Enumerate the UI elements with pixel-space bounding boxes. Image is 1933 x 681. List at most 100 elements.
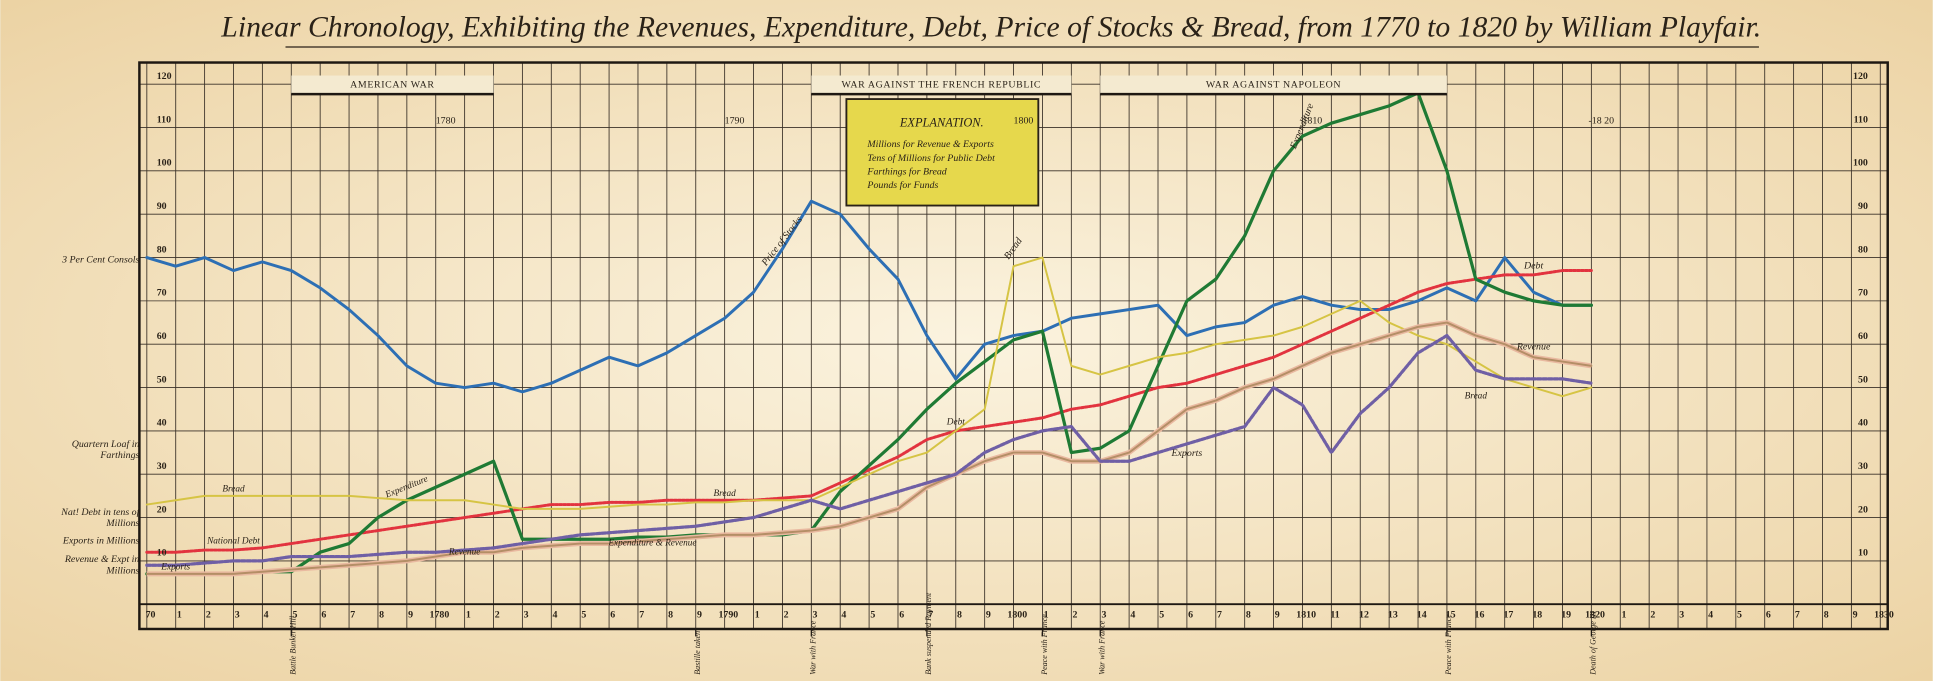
- x-tick-label: 1: [466, 610, 471, 621]
- x-tick-label: 1: [755, 610, 760, 621]
- x-tick-label: 8: [1246, 610, 1251, 621]
- x-tick-label: 3: [1101, 610, 1106, 621]
- x-tick-label: 5: [293, 610, 298, 621]
- event-label: Battle Bunker Hill: [289, 615, 298, 675]
- x-tick-label: 5: [581, 610, 586, 621]
- annotation: Exports: [160, 563, 190, 573]
- x-tick-label: 19: [1561, 610, 1571, 621]
- x-tick-label: 7: [1795, 610, 1800, 621]
- x-tick-label: 7: [639, 610, 644, 621]
- series-line: [145, 333, 1593, 567]
- left-label-text: Quartern Loaf in Farthings: [71, 439, 140, 461]
- y-tick-label: 20: [157, 504, 167, 515]
- x-tick-label: 2: [784, 610, 789, 621]
- y-tick-label: 90: [157, 201, 167, 212]
- x-tick-label: 3: [235, 610, 240, 621]
- x-tick-label: 2: [206, 610, 211, 621]
- left-label-text: Revenue & Expt in Millions: [64, 554, 140, 576]
- y-tick-label: 120: [157, 71, 172, 82]
- x-tick-label: 2: [1073, 610, 1078, 621]
- event-label: Peace with France: [1040, 614, 1049, 676]
- x-tick-label: 8: [379, 610, 384, 621]
- x-tick-label: 8: [668, 610, 673, 621]
- x-tick-label: 1780: [430, 610, 450, 621]
- event-label: War with France: [1098, 620, 1107, 675]
- y-tick-label-right: 90: [1858, 201, 1868, 212]
- x-tick-label: 9: [697, 610, 702, 621]
- x-tick-label: 2: [495, 610, 500, 621]
- y-tick-label-right: 70: [1858, 288, 1868, 299]
- x-tick-label: 5: [1737, 610, 1742, 621]
- x-tick-label: 4: [1130, 610, 1135, 621]
- x-tick-label: 3: [1679, 610, 1684, 621]
- marks: [145, 91, 1593, 577]
- x-tick-label: 7: [928, 610, 933, 621]
- frame: [138, 61, 1889, 631]
- x-tick-label: 1: [1621, 610, 1626, 621]
- x-tick-label: 13: [1388, 610, 1398, 621]
- series-line: [145, 269, 1593, 554]
- event-label: Bastille taken: [693, 631, 702, 675]
- top-year-label: 1800: [1014, 116, 1034, 127]
- series-line: [145, 321, 1593, 575]
- left-label: Revenue & Expt in Millions: [64, 554, 140, 576]
- left-label: Quartern Loaf in Farthings: [71, 439, 140, 461]
- x-tick-label: 8: [957, 610, 962, 621]
- x-tick-label: 14: [1417, 610, 1427, 621]
- x-tick-label: 1830: [1874, 610, 1894, 621]
- x-tick-label: 15: [1446, 610, 1456, 621]
- y-tick-label: 70: [157, 288, 167, 299]
- left-label-text: Nat! Debt in tens of Millions: [61, 507, 140, 529]
- top-year-label: 1790: [725, 116, 745, 127]
- series-line: [145, 91, 1593, 576]
- war-band: [1100, 75, 1447, 95]
- x-tick-label: 1810: [1296, 610, 1316, 621]
- series-line: [145, 256, 1593, 510]
- x-tick-label: 17: [1503, 610, 1513, 621]
- x-tick-label: 6: [1188, 610, 1193, 621]
- war-label: WAR AGAINST THE FRENCH REPUBLIC: [842, 80, 1042, 91]
- y-tick-label: 50: [157, 374, 167, 385]
- event-label: Peace with France: [1444, 614, 1453, 676]
- x-tick-label: 6: [1766, 610, 1771, 621]
- x-tick-label: 6: [610, 610, 615, 621]
- explanation-background: [845, 98, 1040, 207]
- explanation-line: Farthings for Bread: [866, 166, 946, 177]
- left-label: Exports in Millions: [62, 536, 140, 547]
- y-tick-label: 60: [157, 331, 167, 342]
- war-label: WAR AGAINST NAPOLEON: [1206, 80, 1341, 91]
- x-tick-label: 7: [1217, 610, 1222, 621]
- y-tick-label-right: 50: [1858, 374, 1868, 385]
- x-tick-label: 9: [986, 610, 991, 621]
- x-tick-label: 9: [408, 610, 413, 621]
- y-tick-label: 30: [157, 461, 167, 472]
- x-tick-label: 18: [1532, 610, 1542, 621]
- top-year-label: 1780: [436, 116, 456, 127]
- annotation: Bread: [222, 485, 245, 495]
- explanation-line: Pounds for Funds: [866, 180, 938, 191]
- y-tick-label: 100: [157, 158, 172, 169]
- y-tick-label-right: 100: [1853, 158, 1868, 169]
- x-tick-label: 1: [177, 610, 182, 621]
- x-tick-label: 3: [524, 610, 529, 621]
- y-tick-label-right: 120: [1853, 71, 1868, 82]
- war-label: AMERICAN WAR: [350, 80, 434, 91]
- left-label: Nat! Debt in tens of Millions: [61, 507, 140, 529]
- x-tick-label: 6: [321, 610, 326, 621]
- annotation: Bread: [1465, 391, 1488, 401]
- annotation: Bread: [713, 489, 736, 499]
- y-tick-label-right: 30: [1858, 461, 1868, 472]
- x-tick-label: 5: [1159, 610, 1164, 621]
- x-tick-label: 7: [350, 610, 355, 621]
- y-tick-label: 80: [157, 244, 167, 255]
- y-tick-label-right: 10: [1858, 548, 1868, 559]
- top-year-label: 1810: [1302, 116, 1322, 127]
- left-label-text: 3 Per Cent Consols: [62, 255, 140, 265]
- x-tick-label: 4: [553, 610, 558, 621]
- left-label-text: Exports in Millions: [62, 536, 140, 547]
- x-tick-label: 1800: [1007, 610, 1027, 621]
- annotation: Expenditure & Revenue: [607, 539, 696, 549]
- x-tick-label: 5: [870, 610, 875, 621]
